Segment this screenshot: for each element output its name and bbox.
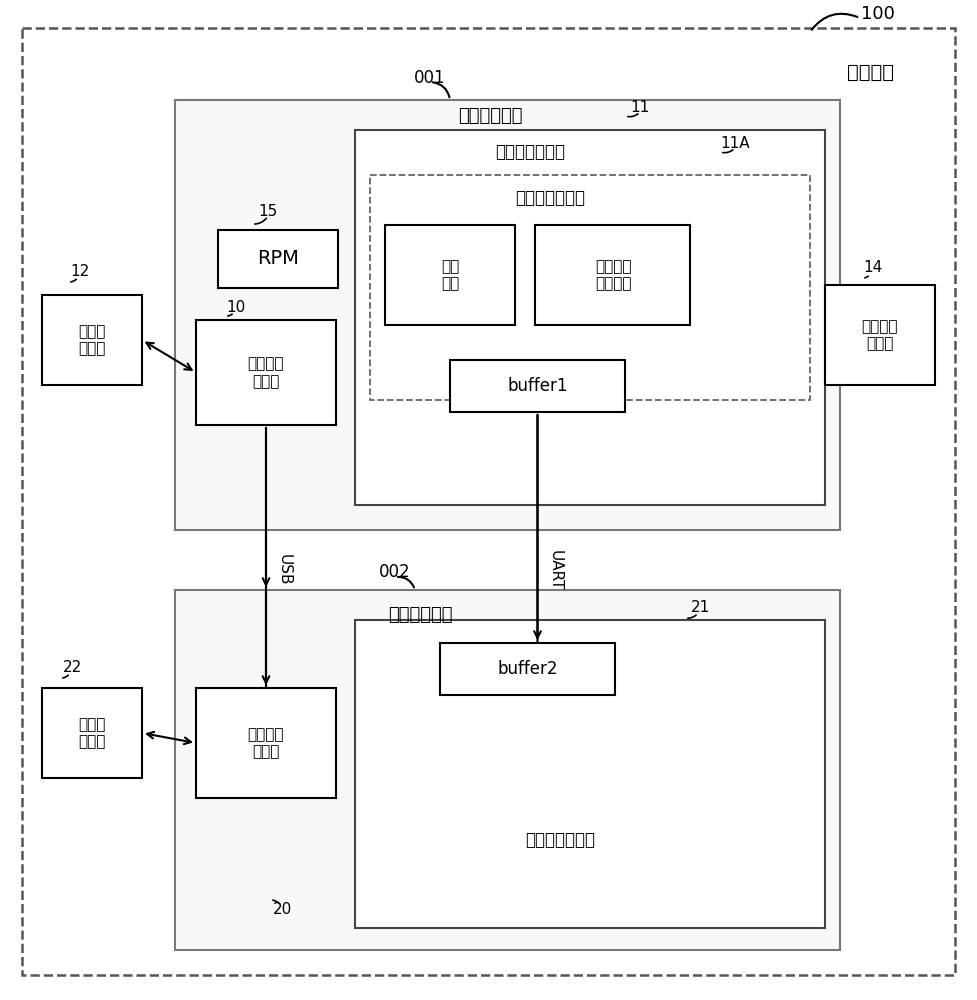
Text: 存储
模块: 存储 模块 xyxy=(441,259,459,291)
Bar xyxy=(355,620,825,928)
Bar xyxy=(370,175,810,400)
Bar xyxy=(175,100,840,530)
Text: UART: UART xyxy=(548,550,563,590)
Text: 001: 001 xyxy=(414,69,446,87)
Text: 11: 11 xyxy=(630,101,650,115)
Text: 移动终端: 移动终端 xyxy=(846,62,894,82)
Text: 22: 22 xyxy=(63,660,82,676)
Text: buffer2: buffer2 xyxy=(497,660,558,678)
Text: 第二应用
处理器: 第二应用 处理器 xyxy=(248,727,284,759)
Text: 14: 14 xyxy=(864,260,882,275)
Bar xyxy=(535,225,690,325)
Text: 11A: 11A xyxy=(720,135,749,150)
Text: 第二射
频模块: 第二射 频模块 xyxy=(78,717,106,749)
Text: 虚拟用户识别卡: 虚拟用户识别卡 xyxy=(515,189,585,207)
Text: 20: 20 xyxy=(274,902,293,918)
Text: USB: USB xyxy=(276,554,291,586)
Text: 第一处理芯片: 第一处理芯片 xyxy=(458,107,523,125)
Bar xyxy=(196,688,336,798)
Bar xyxy=(450,360,625,412)
Text: 虚拟片内
操作系统: 虚拟片内 操作系统 xyxy=(595,259,631,291)
Bar xyxy=(825,285,935,385)
Text: 100: 100 xyxy=(861,5,895,23)
Bar xyxy=(440,643,615,695)
Text: 实体用户
识别卡: 实体用户 识别卡 xyxy=(862,319,898,351)
Text: 第一调制解调器: 第一调制解调器 xyxy=(495,143,565,161)
Bar xyxy=(218,230,338,288)
Text: 21: 21 xyxy=(691,600,709,615)
Text: RPM: RPM xyxy=(257,249,299,268)
Bar xyxy=(175,590,840,950)
Text: 第一射
频模块: 第一射 频模块 xyxy=(78,324,106,356)
Text: 10: 10 xyxy=(227,300,245,316)
Bar xyxy=(42,295,142,385)
Text: 15: 15 xyxy=(258,205,277,220)
Text: 002: 002 xyxy=(379,563,410,581)
Bar xyxy=(355,130,825,505)
Text: 第二调制解调器: 第二调制解调器 xyxy=(525,831,595,849)
Bar xyxy=(196,320,336,425)
Text: 12: 12 xyxy=(70,264,90,279)
Bar xyxy=(42,688,142,778)
Text: 第二处理芯片: 第二处理芯片 xyxy=(388,606,452,624)
Text: buffer1: buffer1 xyxy=(507,377,568,395)
Text: 第一应用
处理器: 第一应用 处理器 xyxy=(248,356,284,389)
Bar xyxy=(385,225,515,325)
